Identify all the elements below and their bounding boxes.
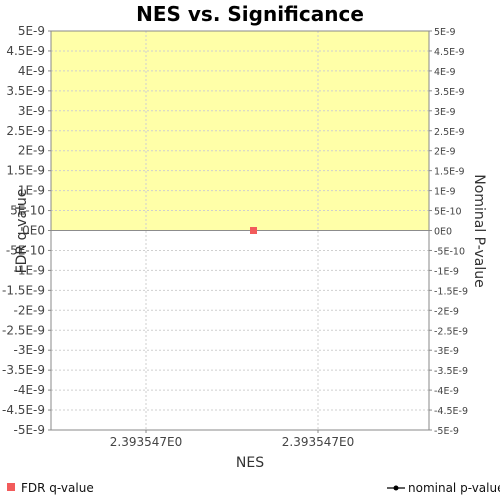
y-tick-label-right: -2E-9 — [434, 306, 459, 317]
y-tick-label-left: 0E0 — [22, 224, 45, 238]
y-tick-label-right: 3.5E-9 — [434, 87, 465, 98]
y-tick-label-right: -4.5E-9 — [434, 406, 468, 417]
x-tick-label: 2.393547E0 — [282, 435, 354, 449]
y-tick-label-left: -5E-10 — [6, 243, 45, 257]
y-tick-label-right: 1.5E-9 — [434, 167, 465, 178]
y-tick-label-right: 1E-9 — [434, 187, 456, 198]
y-tick-label-right: -1.5E-9 — [434, 286, 468, 297]
bottom-axis-ticks: 2.393547E0 2.393547E0 — [110, 430, 354, 449]
y-tick-label-left: -3E-9 — [13, 343, 45, 357]
legend-fdr-marker — [7, 483, 15, 491]
y-tick-label-left: 2.5E-9 — [6, 124, 45, 138]
y-tick-label-left: -1.5E-9 — [2, 283, 45, 297]
y-tick-label-right: 5E-9 — [434, 27, 456, 38]
plot-area — [50, 30, 430, 431]
x-tick-label: 2.393547E0 — [110, 435, 182, 449]
legend-fdr-label: FDR q-value — [21, 481, 94, 495]
y-tick-label-left: -1E-9 — [13, 263, 45, 277]
y-tick-label-left: 5E-9 — [18, 24, 45, 38]
y-tick-label-right: -2.5E-9 — [434, 326, 468, 337]
y-tick-label-right: -3.5E-9 — [434, 366, 468, 377]
y-tick-label-left: -2E-9 — [13, 303, 45, 317]
right-axis-ticks: 5E-9 4.5E-9 4E-9 3.5E-9 3E-9 2.5E-9 2E-9 1.5E-9… — [429, 27, 468, 437]
left-axis-ticks: 5E-9 4.5E-9 4E-9 3.5E-9 3E-9 2.5E-9 2E-9 1.5E-9… — [2, 24, 51, 437]
y-tick-label-left: 4.5E-9 — [6, 44, 45, 58]
y-tick-label-right: -5E-9 — [434, 426, 459, 437]
y-tick-label-right: 0E0 — [434, 227, 452, 238]
y-axis-label-left: FDR q-value — [14, 189, 30, 274]
y-tick-label-right: -3E-9 — [434, 346, 459, 357]
y-tick-label-right: 3E-9 — [434, 107, 456, 118]
fdr-q-value-point — [250, 227, 257, 234]
y-tick-label-right: -4E-9 — [434, 386, 459, 397]
y-axis-label-right: Nominal P-value — [471, 174, 487, 287]
y-tick-label-left: -4E-9 — [13, 383, 45, 397]
chart-title: NES vs. Significance — [136, 2, 364, 26]
y-tick-label-left: 5E-10 — [10, 204, 45, 218]
y-tick-label-left: 2E-9 — [18, 144, 45, 158]
y-tick-label-right: -5E-10 — [434, 246, 465, 257]
y-tick-label-left: 4E-9 — [18, 64, 45, 78]
y-tick-label-left: 3E-9 — [18, 104, 45, 118]
y-tick-label-right: 5E-10 — [434, 207, 462, 218]
legend: FDR q-value nominal p-value — [7, 481, 500, 495]
y-tick-label-right: 4.5E-9 — [434, 47, 465, 58]
y-tick-label-left: -4.5E-9 — [2, 403, 45, 417]
legend-nominal-marker — [393, 485, 399, 491]
y-tick-label-left: -5E-9 — [13, 423, 45, 437]
y-tick-label-right: 2.5E-9 — [434, 127, 465, 138]
y-tick-label-left: 3.5E-9 — [6, 84, 45, 98]
y-tick-label-right: -1E-9 — [434, 266, 459, 277]
y-tick-label-right: 2E-9 — [434, 147, 456, 158]
y-tick-label-left: 1E-9 — [18, 184, 45, 198]
x-axis-label: NES — [236, 455, 264, 471]
y-tick-label-left: 1.5E-9 — [6, 164, 45, 178]
y-tick-label-left: -2.5E-9 — [2, 323, 45, 337]
legend-nominal-label: nominal p-value — [408, 481, 500, 495]
y-tick-label-left: -3.5E-9 — [2, 363, 45, 377]
y-tick-label-right: 4E-9 — [434, 67, 456, 78]
